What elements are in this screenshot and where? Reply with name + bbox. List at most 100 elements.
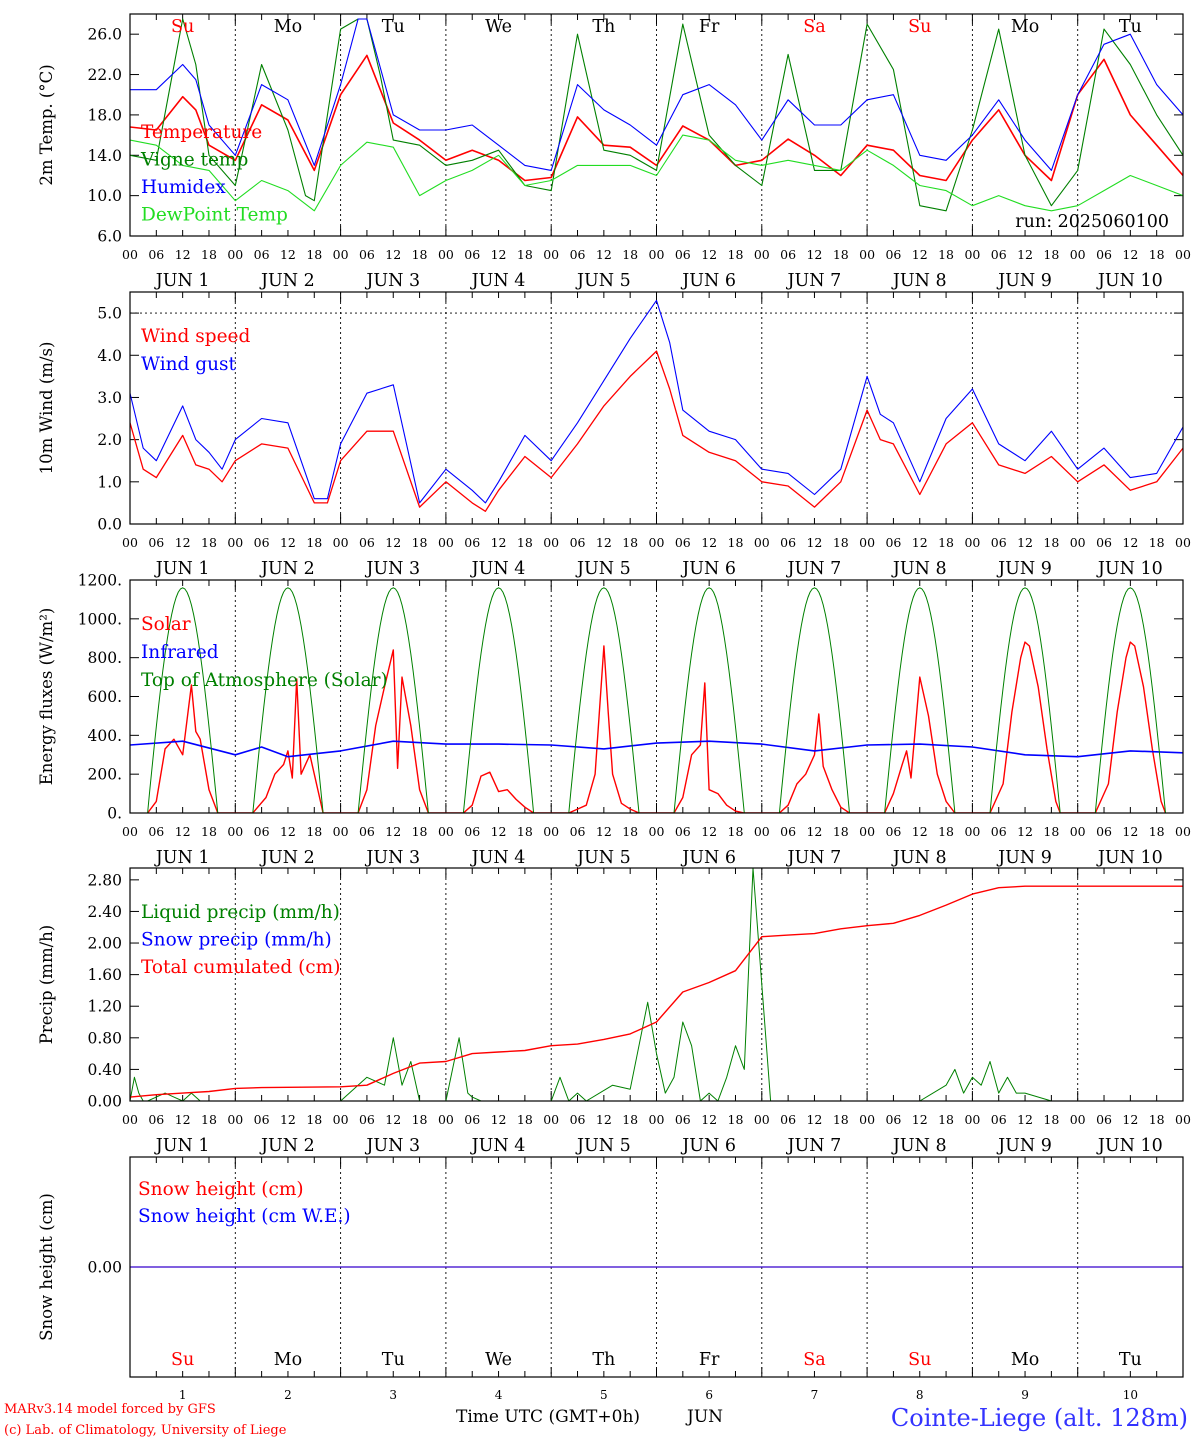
x-hour-tick-label: 00 — [859, 535, 875, 550]
x-hour-tick-label: 12 — [280, 247, 296, 262]
plot-frame — [129, 291, 1184, 525]
x-hour-tick-label: 18 — [1149, 535, 1165, 550]
x-hour-tick-label: 06 — [885, 535, 901, 550]
day-label: JUN 1 — [154, 1136, 210, 1156]
x-hour-tick-label: 06 — [885, 247, 901, 262]
x-hour-tick-label: 00 — [122, 1112, 138, 1127]
y-tick-label: 3.0 — [97, 389, 122, 407]
day-label: JUN 5 — [575, 848, 631, 868]
x-hour-tick-label: 12 — [912, 824, 928, 839]
x-hour-tick-label: 06 — [148, 247, 164, 262]
y-tick-label: 200. — [87, 766, 122, 784]
x-hour-tick-label: 06 — [675, 824, 691, 839]
y-tick-label: 400. — [87, 727, 122, 745]
x-hour-tick-label: 06 — [359, 824, 375, 839]
x-hour-tick-label: 12 — [596, 1112, 612, 1127]
x-hour-tick-label: 12 — [1017, 824, 1033, 839]
legend-entry: Solar — [141, 614, 191, 635]
y-tick-label: 4.0 — [97, 347, 122, 365]
y-tick-label: 2.0 — [97, 431, 122, 449]
legend-entry: DewPoint Temp — [141, 205, 288, 226]
legend-entry: Humidex — [141, 177, 226, 198]
x-hour-tick-label: 00 — [754, 535, 770, 550]
panel-wind: 00 06 12 18 00 06 12 18 00 06 12 18 00 06 12 18 00 06 12 18… — [37, 291, 1191, 579]
series-group — [130, 18, 1183, 212]
series-line-dewpoint-temp — [130, 134, 1183, 212]
x-hour-tick-label: 00 — [1070, 824, 1086, 839]
day-label: JUN 8 — [891, 559, 947, 579]
x-hour-tick-label: 12 — [385, 824, 401, 839]
day-number: 9 — [1021, 1388, 1029, 1402]
x-hour-tick-label: 18 — [728, 824, 744, 839]
series-line-total-cumulated-cm- — [130, 885, 1183, 1098]
panel-temp: 00 06 12 18 00 06 12 18 00 06 12 18 00 06 12 18 00 06 12 18… — [37, 13, 1191, 291]
x-hour-tick-label: 00 — [227, 535, 243, 550]
x-hour-tick-label: 18 — [201, 247, 217, 262]
x-hour-tick-label: 18 — [412, 824, 428, 839]
series-line-top-of-atmosphere-solar- — [130, 587, 1183, 813]
credit-line-1: MARv3.14 model forced by GFS — [4, 1402, 216, 1417]
series-group — [130, 299, 1183, 512]
day-label: JUN 5 — [575, 271, 631, 291]
day-label: JUN 1 — [154, 559, 210, 579]
day-label: JUN 3 — [364, 848, 420, 868]
x-hour-tick-label: 06 — [254, 1112, 270, 1127]
x-hour-tick-label: 06 — [464, 535, 480, 550]
y-tick-label: 1000. — [78, 610, 122, 628]
x-hour-tick-label: 12 — [701, 535, 717, 550]
panel-energy: 00 06 12 18 00 06 12 18 00 06 12 18 00 06 12 18 00 06 12 18… — [37, 572, 1191, 869]
x-hour-tick-label: 12 — [596, 824, 612, 839]
x-hour-tick-label: 12 — [175, 1112, 191, 1127]
station-label: Cointe-Liege (alt. 128m) — [891, 1404, 1188, 1432]
x-hour-tick-label: 18 — [622, 1112, 638, 1127]
x-hour-tick-label: 18 — [728, 1112, 744, 1127]
day-number: 6 — [705, 1388, 713, 1402]
x-hour-tick-label: 18 — [938, 824, 954, 839]
x-hour-tick-label: 18 — [622, 247, 638, 262]
day-label: JUN 2 — [259, 1136, 315, 1156]
x-hour-tick-label: 00 — [649, 247, 665, 262]
day-label: JUN 9 — [996, 1136, 1052, 1156]
x-hour-tick-label: 00 — [333, 1112, 349, 1127]
day-label: JUN 5 — [575, 1136, 631, 1156]
series-line-humidex — [130, 18, 1183, 171]
legend-entry: Liquid precip (mm/h) — [141, 902, 340, 923]
y-tick-label: 0.00 — [87, 1093, 122, 1111]
x-hour-tick-label: 00 — [964, 824, 980, 839]
x-hour-tick-label: 00 — [859, 247, 875, 262]
y-axis-label: Energy fluxes (W/m²) — [37, 608, 56, 786]
x-axis-month: JUN — [685, 1407, 723, 1427]
x-hour-tick-label: 06 — [675, 247, 691, 262]
x-hour-tick-label: 00 — [543, 247, 559, 262]
x-hour-tick-label: 18 — [1043, 247, 1059, 262]
x-hour-tick-label: 12 — [806, 247, 822, 262]
x-hour-tick-label: 12 — [280, 824, 296, 839]
weekday-label: Mo — [274, 17, 302, 37]
day-label: JUN 7 — [786, 848, 842, 868]
x-hour-tick-label: 00 — [1070, 247, 1086, 262]
y-tick-label: 2.40 — [87, 903, 122, 921]
x-hour-tick-label: 00 — [543, 1112, 559, 1127]
y-tick-label: 1200. — [78, 572, 122, 590]
y-tick-label: 2.80 — [87, 871, 122, 889]
day-label: JUN 1 — [154, 271, 210, 291]
x-hour-tick-label: 18 — [833, 247, 849, 262]
x-hour-tick-label: 12 — [1122, 1112, 1138, 1127]
x-hour-tick-label: 12 — [175, 535, 191, 550]
x-hour-tick-label: 18 — [517, 535, 533, 550]
x-hour-tick-label: 12 — [1017, 1112, 1033, 1127]
series-line-solar — [147, 641, 1167, 813]
x-hour-tick-label: 18 — [728, 535, 744, 550]
x-hour-tick-label: 06 — [359, 535, 375, 550]
x-hour-tick-label: 00 — [438, 535, 454, 550]
series-group — [130, 868, 1183, 1101]
x-hour-tick-label: 06 — [254, 535, 270, 550]
x-hour-tick-label: 00 — [333, 247, 349, 262]
x-hour-tick-label: 06 — [780, 824, 796, 839]
x-hour-tick-label: 12 — [1017, 535, 1033, 550]
day-label: JUN 2 — [259, 559, 315, 579]
day-label: JUN 3 — [364, 271, 420, 291]
x-hour-tick-label: 00 — [859, 824, 875, 839]
x-hour-tick-label: 12 — [280, 1112, 296, 1127]
x-hour-tick-label: 18 — [306, 824, 322, 839]
